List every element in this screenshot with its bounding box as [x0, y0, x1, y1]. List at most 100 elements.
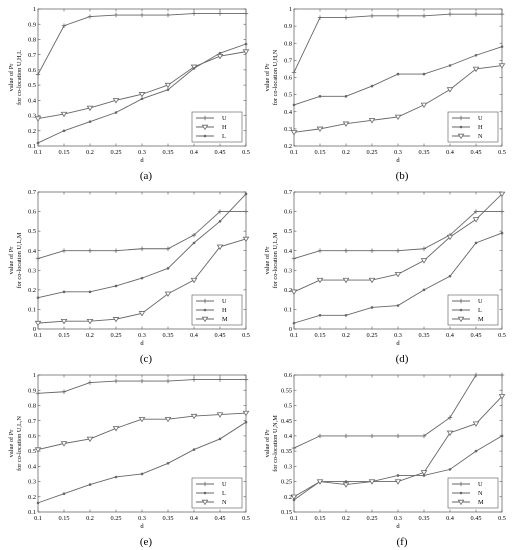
data-point-M [342, 277, 350, 284]
legend-label-U: U [222, 481, 227, 488]
data-point-H [114, 284, 118, 288]
x-tick-label: 0.25 [110, 515, 121, 522]
y-tick-label: 0.2 [28, 287, 36, 294]
data-point-H [292, 103, 296, 107]
data-point-H [36, 296, 40, 299]
data-point-N [420, 102, 428, 109]
legend-label-U: U [222, 298, 227, 305]
data-point-H [244, 192, 248, 196]
data-point-H [396, 72, 400, 76]
data-point-U [139, 378, 145, 384]
data-point-N [474, 449, 478, 453]
data-point-U [165, 378, 171, 384]
legend-label-U: U [478, 298, 483, 305]
data-point-H [112, 98, 120, 104]
data-point-U [87, 248, 93, 253]
x-tick-label: 0.1 [290, 332, 298, 339]
data-point-U [447, 415, 453, 420]
data-point-U [395, 433, 401, 439]
data-point-U [191, 11, 197, 16]
chart-a: 0.1 0.15 0.2 0.25 0.3 0.35 0.4 0.45 0.5 0.1 0.2 0.3… [8, 6, 250, 182]
y-tick-label: 1 [289, 6, 292, 13]
data-point-N [500, 434, 504, 438]
y-tick-label: 0.6 [284, 75, 292, 82]
data-point-U [165, 246, 171, 251]
data-point-H [34, 116, 42, 122]
legend-marker-H [201, 124, 209, 131]
x-tick-label: 0.45 [214, 332, 225, 339]
y-axis-label-line2: for co-location U,H,N [272, 49, 279, 105]
data-point-N [396, 474, 400, 477]
series-L [36, 420, 248, 505]
data-point-L [218, 51, 222, 55]
data-point-M [112, 317, 120, 323]
data-point-L [344, 314, 348, 317]
y-tick-label: 0.8 [28, 403, 36, 410]
data-point-N [342, 121, 350, 127]
data-point-H [62, 290, 66, 294]
x-tick-label: 0.4 [190, 149, 199, 156]
data-point-U [243, 11, 249, 16]
legend-marker-M [201, 316, 209, 323]
data-point-H [474, 53, 478, 57]
data-point-M [394, 272, 402, 278]
panel-label: (a) [140, 170, 153, 182]
y-tick-label: 0.1 [28, 509, 36, 516]
data-point-H [370, 84, 374, 88]
x-tick-label: 0.2 [86, 149, 94, 156]
data-point-M [86, 318, 94, 325]
data-point-N [138, 416, 146, 423]
data-point-U [35, 391, 41, 396]
x-tick-label: 0.4 [446, 149, 455, 156]
data-point-N [448, 468, 452, 471]
data-point-U [217, 377, 223, 382]
data-point-M [138, 311, 146, 317]
data-point-U [191, 232, 197, 238]
y-tick-label: 0.2 [284, 494, 292, 501]
data-point-U [343, 15, 349, 20]
data-point-U [217, 11, 223, 16]
y-axis-label-line1: value of Pr [264, 246, 271, 275]
x-tick-label: 0.45 [470, 149, 481, 156]
series-H [36, 192, 248, 299]
series-line-H [37, 193, 247, 299]
data-point-L [244, 420, 248, 424]
y-axis-label-line2: for co-location U,H,L [16, 50, 23, 105]
data-point-L [114, 475, 118, 479]
y-tick-label: 0.7 [284, 189, 292, 196]
data-point-L [448, 274, 452, 278]
series-U [35, 377, 249, 396]
data-point-N [60, 441, 68, 447]
data-point-L [422, 288, 426, 292]
x-tick-label: 0.1 [34, 515, 42, 522]
panel-label: (f) [397, 536, 408, 548]
data-point-H [500, 45, 504, 48]
y-tick-label: 0.5 [28, 228, 36, 235]
data-point-U [113, 378, 119, 384]
data-point-U [243, 209, 249, 214]
series-N [34, 410, 250, 453]
y-tick-label: 0.9 [28, 21, 36, 28]
y-tick-label: 0.55 [281, 387, 292, 394]
data-point-M [394, 479, 402, 485]
x-tick-label: 0.35 [418, 515, 429, 522]
data-point-M [342, 482, 350, 488]
series-H [34, 49, 250, 122]
legend-marker-L [459, 308, 463, 312]
data-point-U [291, 445, 297, 451]
y-tick-label: 0.2 [28, 494, 36, 501]
y-tick-label: 0.5 [28, 448, 36, 455]
data-point-L [192, 448, 196, 451]
x-tick-label: 0.5 [498, 332, 506, 339]
y-tick-label: 0.3 [28, 479, 36, 486]
series-line-U [37, 13, 246, 75]
data-point-H [60, 111, 68, 118]
data-point-L [88, 120, 92, 123]
legend-label-L: L [478, 307, 482, 314]
panel-label: (c) [140, 353, 153, 365]
legend-label-M: M [478, 499, 484, 506]
data-point-N [216, 412, 224, 418]
data-point-M [290, 494, 298, 500]
data-point-M [498, 191, 506, 198]
